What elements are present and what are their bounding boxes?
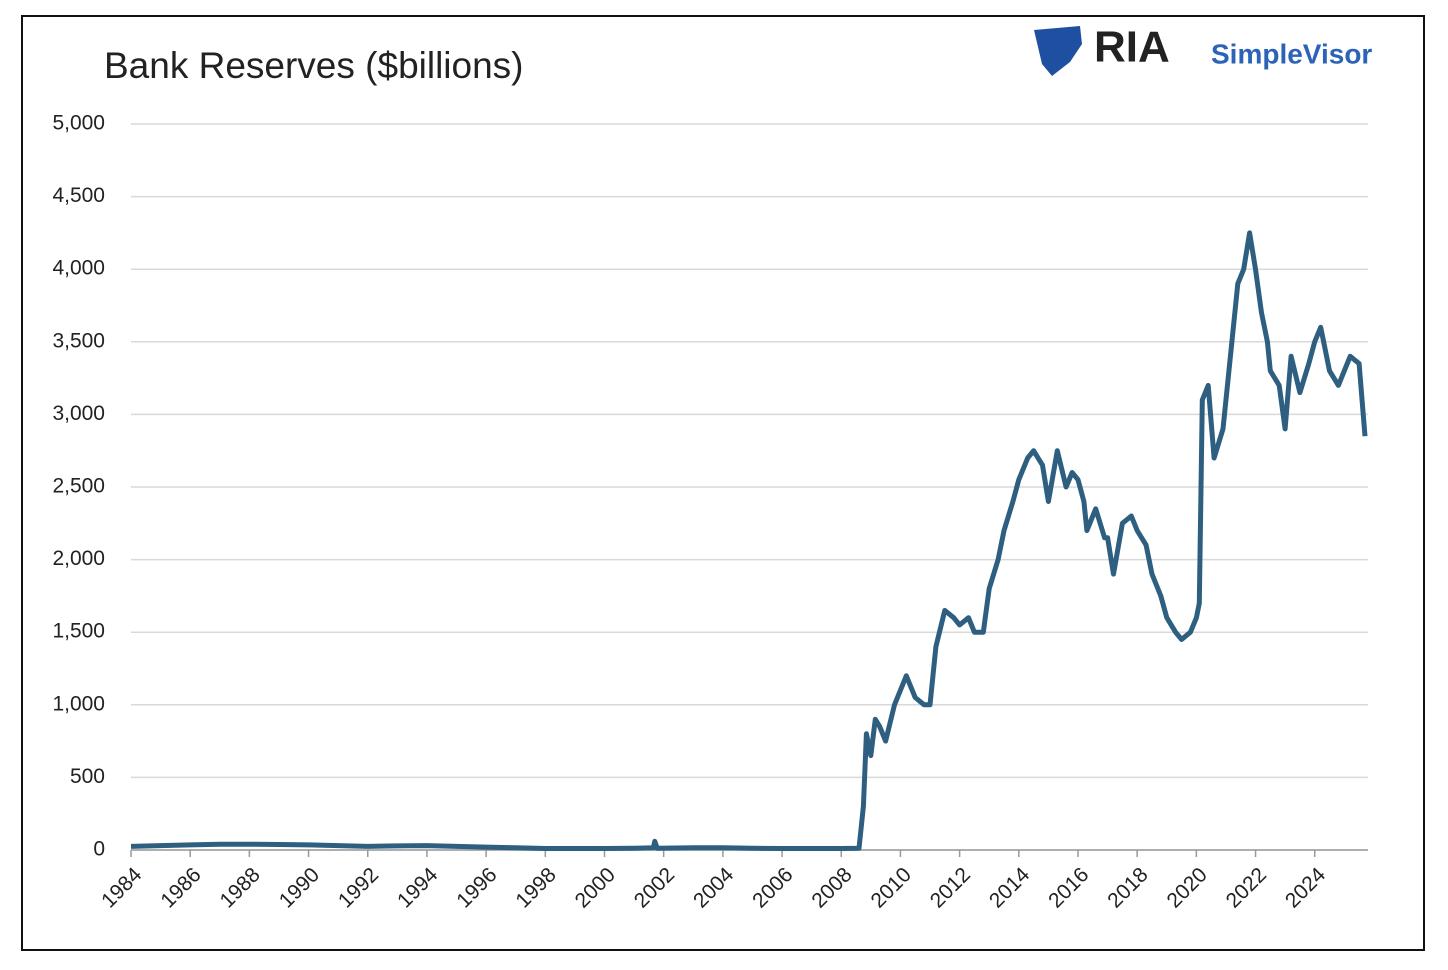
y-tick-label: 0 [93,838,105,861]
y-tick-label: 3,000 [52,402,105,425]
y-tick-label: 1,500 [52,620,105,643]
y-tick-label: 2,500 [52,475,105,498]
y-tick-label: 4,000 [52,257,105,280]
y-tick-label: 5,000 [52,112,105,135]
y-tick-label: 4,500 [52,184,105,207]
y-tick-label: 2,000 [52,547,105,570]
y-tick-label: 3,500 [52,329,105,352]
logo-text: RIA [1094,23,1170,72]
y-tick-label: 500 [70,765,105,788]
logo-subtext: SimpleVisor [1211,38,1372,69]
data-line [130,230,1368,851]
chart-frame [21,15,1425,951]
y-tick-label: 1,000 [52,692,105,715]
logo-icon [1034,26,1082,76]
chart-title: Bank Reserves ($billions) [104,45,524,86]
